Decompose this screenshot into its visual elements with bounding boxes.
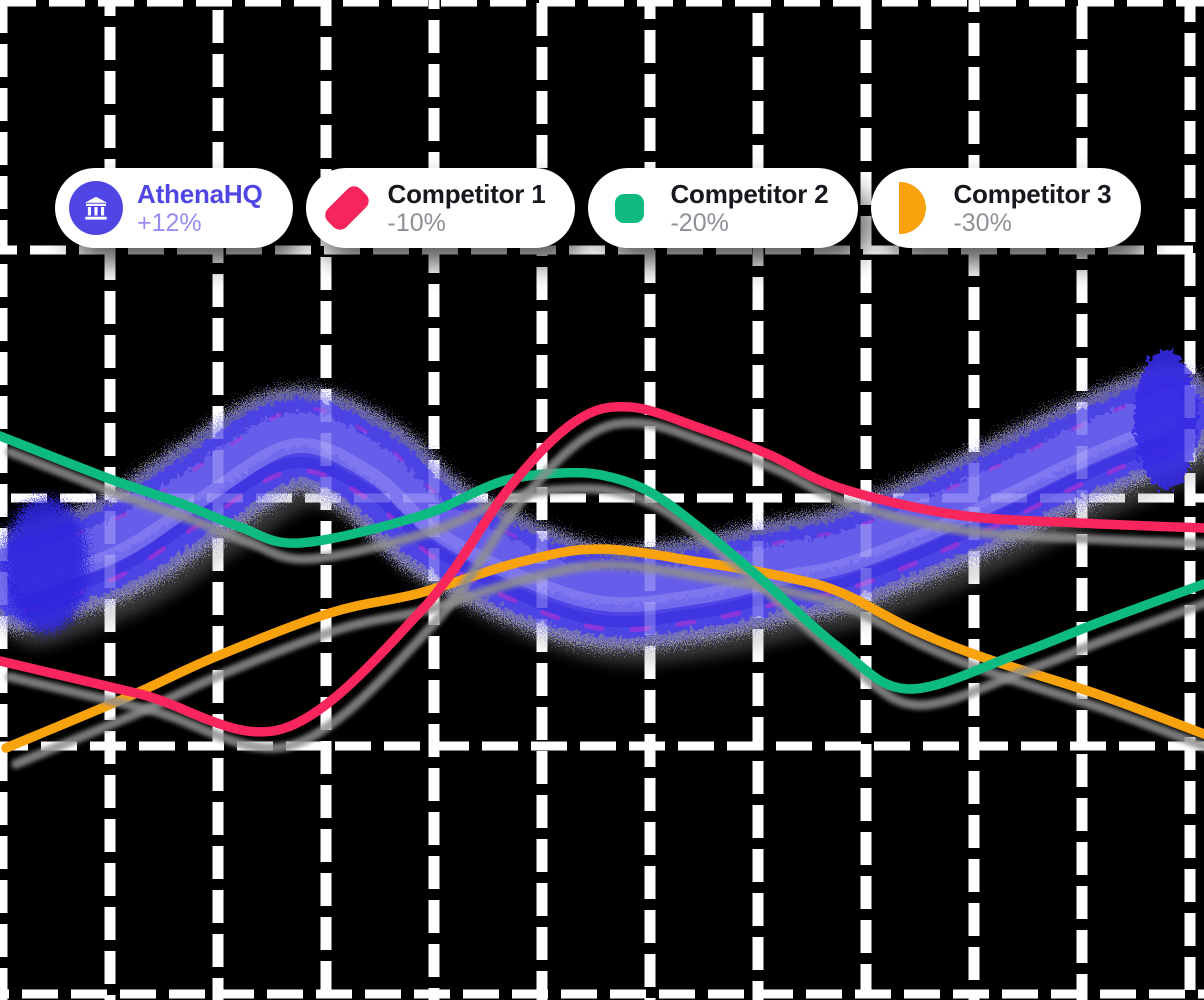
legend-change: -30%: [953, 208, 1012, 237]
legend-change: -20%: [670, 208, 729, 237]
legend-pill-athenahq[interactable]: AthenaHQ +12%: [55, 168, 293, 248]
legend: AthenaHQ +12% Competitor 1 -10% Competit…: [55, 168, 1142, 248]
athenahq-logo-icon: [68, 180, 124, 236]
athenahq-brush-stroke: [0, 350, 1204, 665]
legend-pill-competitor-1[interactable]: Competitor 1 -10%: [305, 168, 576, 248]
legend-change: -10%: [387, 208, 446, 237]
legend-pill-competitor-3[interactable]: Competitor 3 -30%: [871, 168, 1142, 248]
competitor-2-line: [0, 431, 1204, 694]
bank-icon: [85, 196, 107, 220]
competitor-1-line: [0, 401, 1204, 737]
competitor3-swatch-icon: [884, 180, 940, 236]
legend-name: Competitor 2: [670, 178, 829, 209]
legend-pill-competitor-2[interactable]: Competitor 2 -20%: [588, 168, 859, 248]
legend-name: Competitor 3: [953, 178, 1112, 209]
competitor1-swatch-icon: [319, 180, 375, 236]
legend-name: Competitor 1: [387, 178, 546, 209]
competitor-3-line: [1, 544, 1204, 753]
legend-change: +12%: [137, 208, 202, 237]
legend-name: AthenaHQ: [137, 178, 263, 209]
competitor2-swatch-icon: [601, 180, 657, 236]
